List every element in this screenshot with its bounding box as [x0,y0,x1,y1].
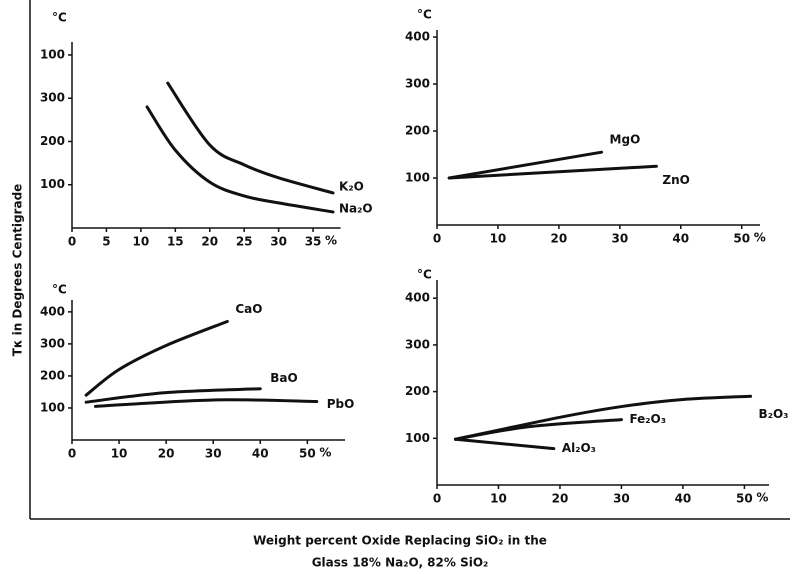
x-unit: % [319,446,331,460]
x-tick-label: 30 [270,235,287,249]
y-tick-label: 300 [405,77,430,91]
x-tick-label: 0 [68,447,76,461]
series-label: Al₂O₃ [562,441,596,455]
x-tick-label: 20 [201,235,218,249]
series-label: BaO [270,371,297,385]
x-tick-label: 35 [305,235,322,249]
x-tick-label: 10 [111,447,128,461]
curve [84,387,262,404]
x-tick-label: 10 [133,235,150,249]
x-tick-label: 20 [552,492,569,506]
x-tick-label: 15 [167,235,184,249]
y-unit: °C [417,268,432,282]
caption: Weight percent Oxide Replacing SiO₂ in t… [253,534,547,548]
y-tick-label: 100 [40,47,65,61]
x-tick-label: 50 [299,447,316,461]
y-tick-label: 300 [40,91,65,105]
series-label: PbO [327,397,355,411]
x-tick-label: 30 [611,232,628,246]
x-tick-label: 40 [252,447,269,461]
curve [453,394,753,441]
series-label: Fe₂O₃ [629,412,666,426]
y-unit: °C [417,8,432,22]
series-label: K₂O [339,179,364,193]
series-label: Na₂O [339,201,373,215]
curve [145,105,335,214]
x-tick-label: 50 [733,232,750,246]
curve [447,164,658,180]
x-tick-label: 25 [236,235,253,249]
y-tick-label: 400 [405,291,430,305]
y-tick-label: 200 [405,384,430,398]
y-tick-label: 100 [405,171,430,185]
x-tick-label: 30 [613,492,630,506]
y-tick-label: 200 [40,134,65,148]
x-tick-label: 20 [551,232,568,246]
x-tick-label: 40 [672,232,689,246]
x-tick-label: 30 [205,447,222,461]
x-unit: % [754,231,766,245]
x-unit: % [756,491,768,505]
curve [166,81,335,195]
x-tick-label: 0 [68,235,76,249]
y-tick-label: 400 [405,30,430,44]
y-axis-title: Tκ in Degrees Centigrade [11,184,25,357]
x-tick-label: 20 [158,447,175,461]
y-tick-label: 100 [40,177,65,191]
x-tick-label: 10 [490,232,507,246]
x-tick-label: 0 [433,492,441,506]
caption: Glass 18% Na₂O, 82% SiO₂ [312,556,489,570]
y-tick-label: 400 [40,304,65,318]
x-tick-label: 10 [490,492,507,506]
y-tick-label: 200 [405,124,430,138]
y-tick-label: 300 [40,336,65,350]
series-label: CaO [235,302,262,316]
x-tick-label: 40 [675,492,692,506]
x-tick-label: 50 [736,492,753,506]
y-tick-label: 300 [405,337,430,351]
series-label: B₂O₃ [759,407,789,421]
y-tick-label: 100 [40,400,65,414]
x-tick-label: 5 [102,235,110,249]
curve [94,398,319,408]
y-tick-label: 200 [40,368,65,382]
curve [453,437,556,451]
y-unit: °C [52,283,67,297]
x-unit: % [325,234,337,248]
series-label: ZnO [662,173,689,187]
x-tick-label: 0 [433,232,441,246]
y-unit: °C [52,11,67,25]
curve [453,418,623,441]
curve [447,150,604,180]
curve [84,319,229,397]
y-tick-label: 100 [405,431,430,445]
series-label: MgO [610,133,641,147]
